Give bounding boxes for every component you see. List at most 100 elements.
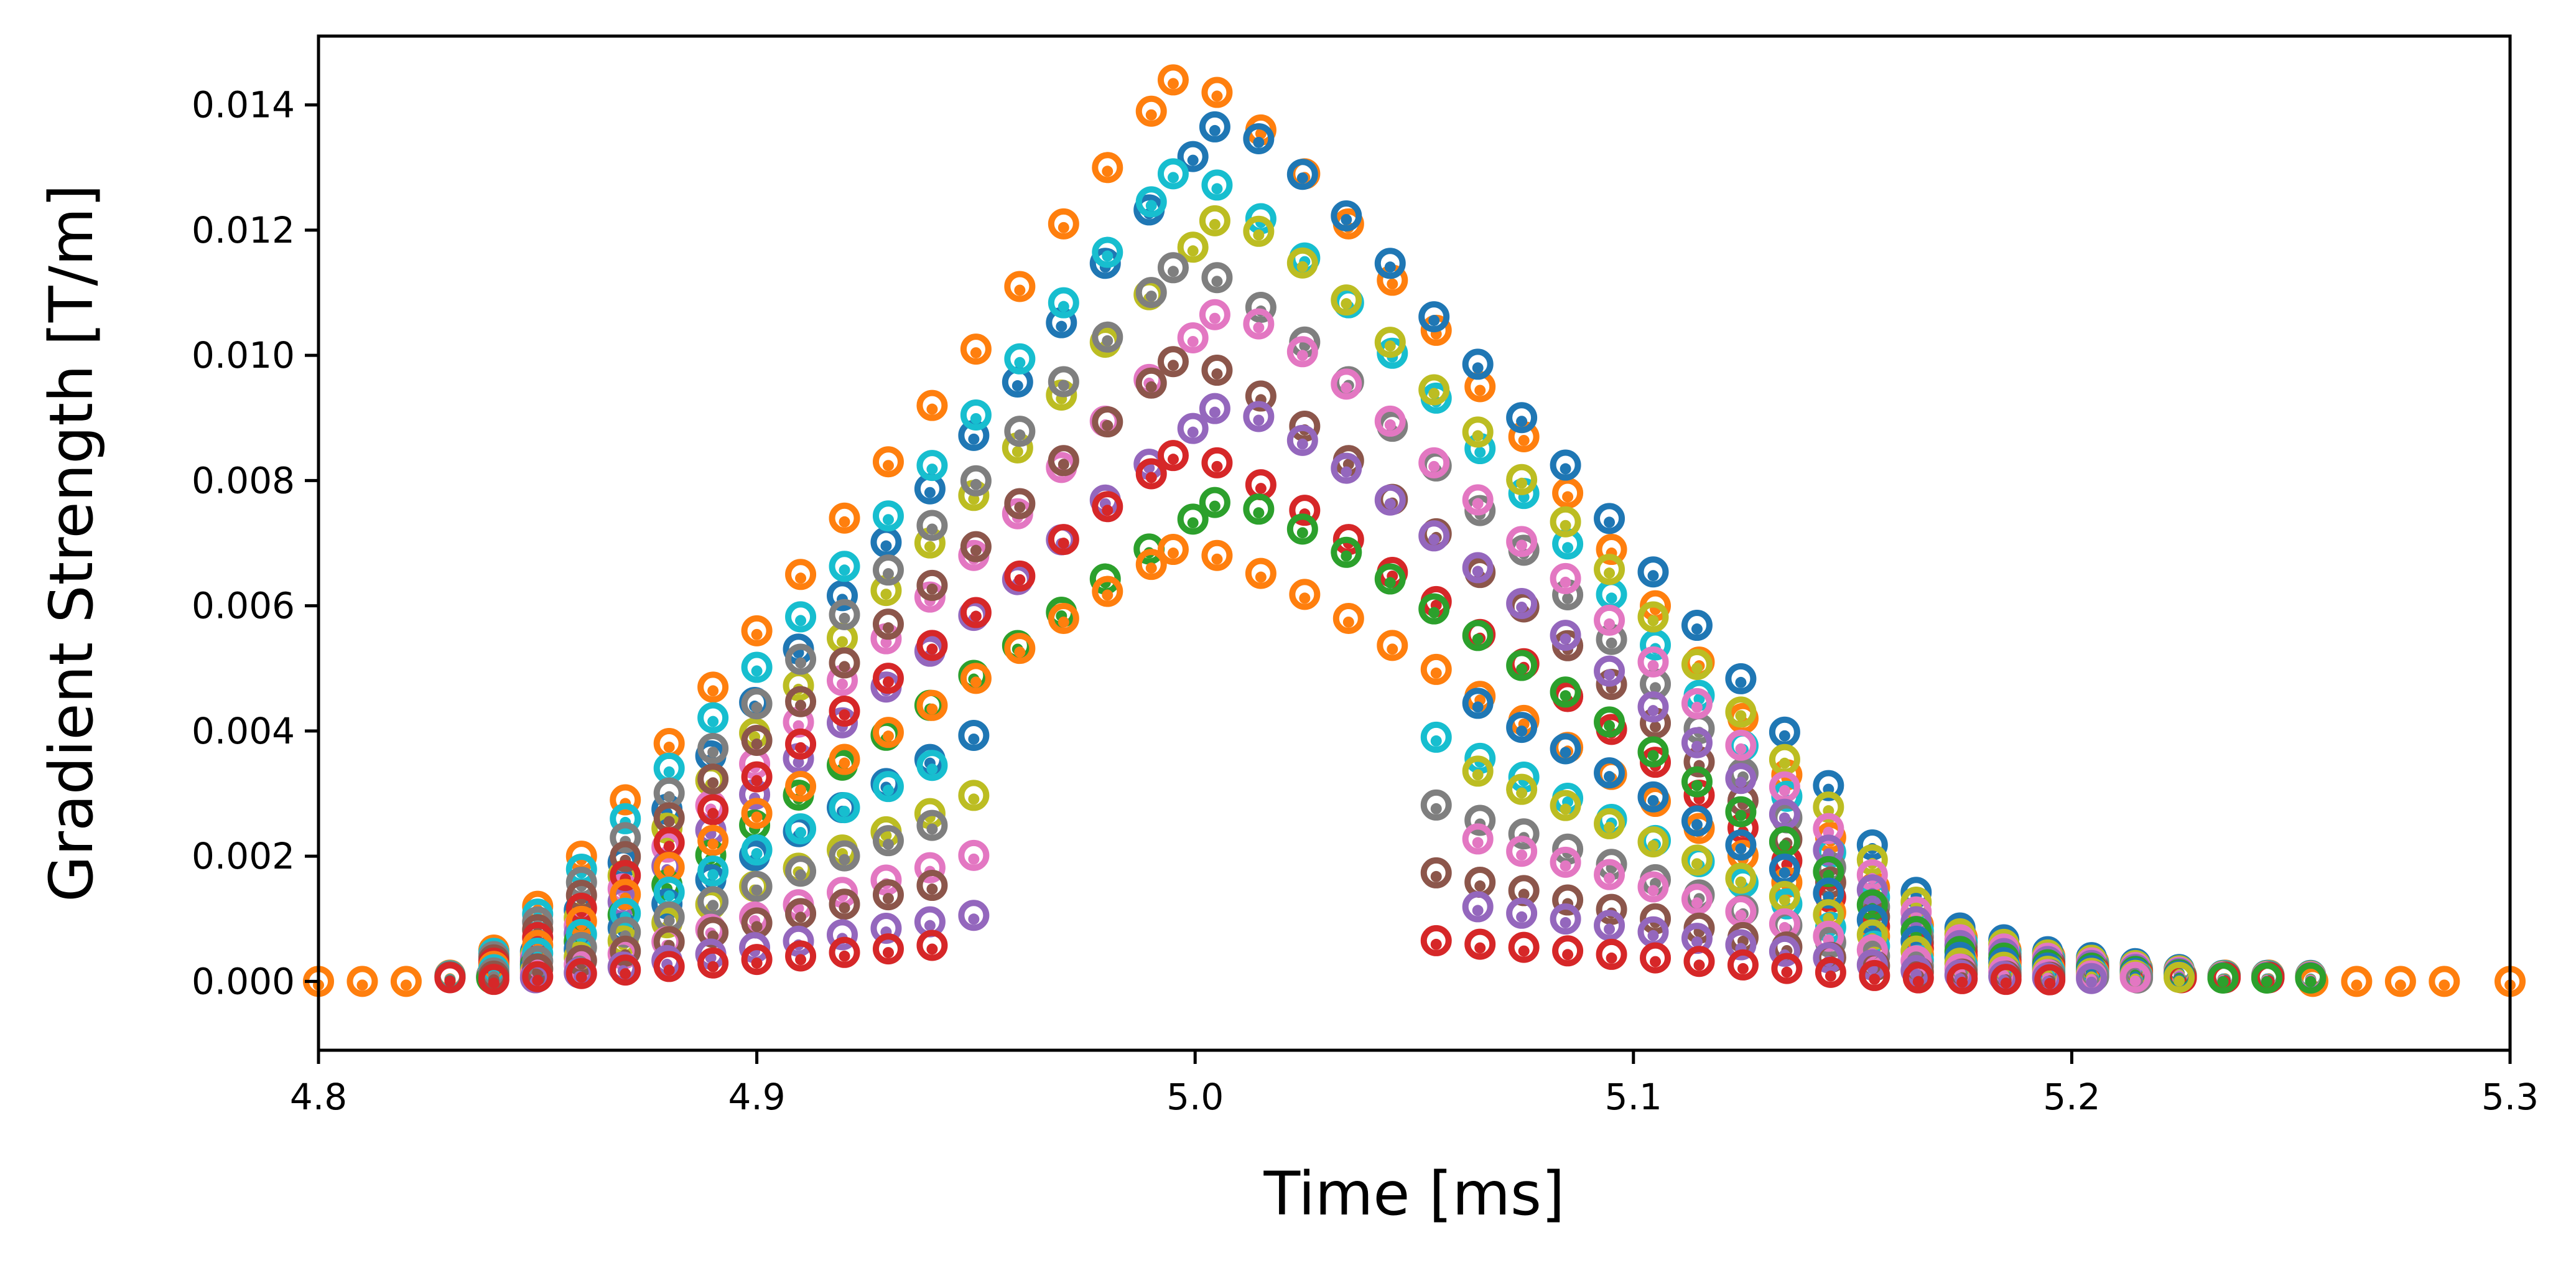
data-point-center [1604, 669, 1616, 681]
data-point [1550, 562, 1581, 594]
data-point [829, 936, 860, 968]
data-point [872, 500, 904, 532]
data-point-center [926, 403, 938, 415]
data-point [872, 446, 904, 478]
data-point [958, 839, 990, 871]
data-point [1243, 308, 1275, 340]
data-point [1681, 688, 1713, 719]
data-point [1508, 931, 1540, 963]
data-point-center [1014, 357, 1026, 368]
data-point-center [1167, 548, 1179, 559]
data-point-center [1428, 534, 1440, 546]
data-point [1289, 495, 1321, 526]
data-point-center [1296, 261, 1308, 273]
data-point-center [1472, 566, 1484, 577]
data-point-center [1604, 567, 1616, 579]
data-point [1374, 248, 1406, 279]
data-point-center [707, 808, 719, 819]
data-point [1420, 857, 1452, 888]
data-point-center [751, 958, 763, 969]
data-point-center [1211, 553, 1223, 565]
data-point-center [839, 950, 850, 962]
data-point-center [1735, 809, 1747, 821]
data-point-center [663, 816, 675, 827]
data-point-center [1102, 250, 1114, 262]
data-point-center [1341, 213, 1352, 225]
data-point-center [882, 676, 894, 688]
data-point-center [1562, 593, 1574, 605]
data-point [1725, 663, 1757, 694]
data-point-center [1825, 970, 1836, 982]
data-point-center [751, 702, 763, 714]
data-point [1856, 844, 1888, 876]
data-point-center [1647, 885, 1659, 897]
data-point [1681, 883, 1713, 915]
data-point-center [2261, 976, 2272, 987]
data-point [522, 961, 554, 992]
data-point-center [1735, 710, 1747, 722]
data-point-center [882, 460, 894, 472]
data-point-center [2394, 979, 2406, 991]
data-point [1594, 910, 1625, 941]
data-point-center [1211, 183, 1223, 195]
data-point [741, 944, 773, 976]
data-point-center [1518, 945, 1530, 957]
data-point [1135, 549, 1167, 580]
data-point [829, 599, 860, 630]
data-point [1550, 676, 1581, 708]
data-point-center [1296, 527, 1308, 539]
data-point [916, 870, 948, 902]
data-point-center [1384, 498, 1396, 510]
data-point [872, 554, 904, 586]
data-point [1594, 808, 1625, 839]
data-point-center [924, 920, 936, 931]
plot-frame [317, 34, 2512, 1052]
data-point [1092, 321, 1123, 353]
data-point-center [839, 661, 850, 673]
data-point-center [1474, 942, 1486, 954]
data-point [1506, 836, 1538, 867]
data-point-center [1056, 320, 1067, 332]
data-point [1637, 601, 1669, 633]
data-point [916, 750, 948, 781]
data-point [1681, 805, 1713, 837]
data-point-center [1691, 662, 1703, 674]
data-point [1420, 789, 1452, 821]
data-point [1550, 846, 1581, 878]
data-point-center [2086, 976, 2098, 988]
data-point [1004, 416, 1036, 447]
data-point [1048, 366, 1079, 398]
data-point [785, 813, 817, 845]
data-point [1418, 301, 1450, 333]
data-point [1418, 593, 1450, 625]
data-point-center [1560, 860, 1571, 872]
data-point-center [970, 413, 982, 424]
data-point-center [1387, 278, 1398, 290]
data-point [1332, 602, 1364, 634]
data-point [1004, 488, 1036, 520]
data-point [785, 643, 817, 675]
data-point-center [663, 915, 675, 926]
data-point [1552, 477, 1584, 509]
data-point [697, 732, 729, 764]
data-point-center [663, 890, 675, 902]
data-point [1199, 393, 1230, 424]
data-point-center [1430, 938, 1442, 950]
data-point-center [1341, 466, 1352, 478]
data-point [960, 663, 992, 694]
data-point [872, 879, 904, 911]
data-point-center [1472, 498, 1484, 510]
data-point [1637, 781, 1669, 813]
data-point-center [839, 902, 850, 914]
data-point [1813, 877, 1844, 909]
data-point [390, 966, 422, 997]
data-point-center [707, 961, 719, 972]
data-point-center [880, 589, 892, 600]
data-point [1135, 277, 1167, 309]
data-point [1725, 829, 1757, 861]
data-point-center [1691, 780, 1703, 791]
data-point-center [751, 775, 763, 786]
data-point-center [620, 968, 631, 980]
